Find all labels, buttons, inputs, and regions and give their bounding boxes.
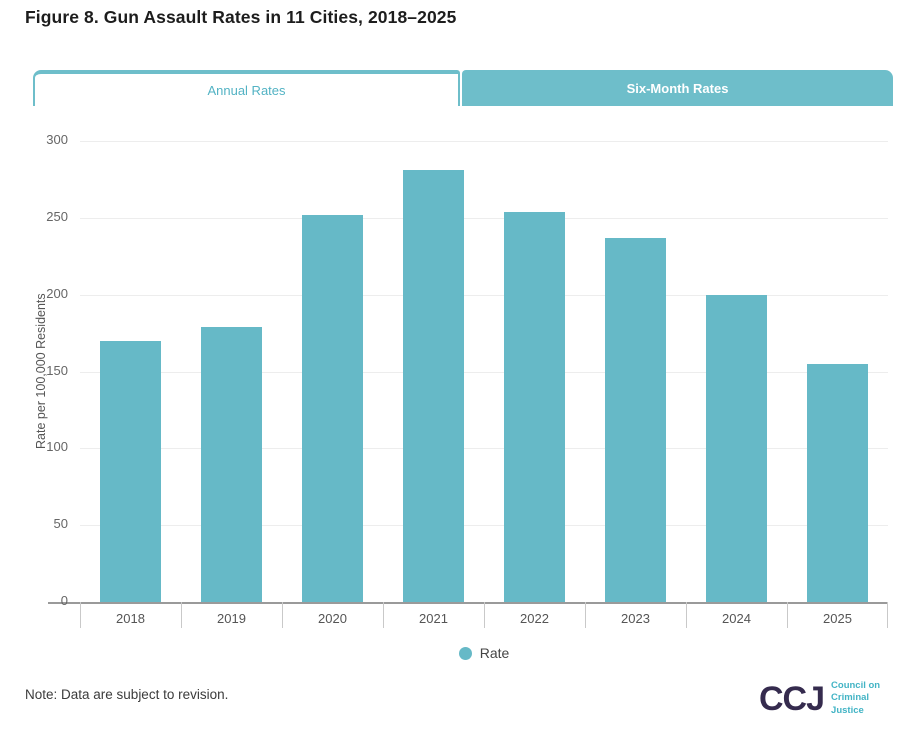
gridline-300 [80, 141, 888, 142]
ccj-logo-text-line1: Council on [831, 680, 881, 691]
ccj-logo-text: Council on Criminal Justice [831, 680, 880, 717]
y-tick-label-300: 300 [46, 132, 68, 147]
x-axis-label-2019: 2019 [217, 611, 246, 626]
bar-2025[interactable] [807, 363, 868, 602]
bar-2019[interactable] [201, 326, 262, 602]
bar-2023[interactable] [605, 237, 666, 602]
y-tick-label-0: 0 [60, 593, 68, 608]
ccj-logo-text-line3: Justice [831, 704, 864, 716]
gridline-250 [80, 217, 888, 219]
tab-annual-rates-label: Annual Rates [207, 82, 286, 98]
x-axis-tick [585, 602, 586, 628]
legend-item-rate[interactable]: Rate [80, 643, 888, 663]
x-axis-tick [282, 602, 283, 628]
x-axis-tick [484, 602, 485, 628]
bar-2024[interactable] [706, 294, 767, 602]
x-axis-label-2024: 2024 [722, 611, 751, 626]
tab-bar: Annual Rates Six-Month Rates [33, 70, 893, 106]
gridline-100 [80, 448, 888, 450]
x-axis-label-2022: 2022 [520, 611, 549, 626]
x-axis-tick [887, 602, 888, 628]
tab-annual-rates[interactable]: Annual Rates [33, 70, 460, 106]
x-axis-label-2021: 2021 [419, 611, 448, 626]
bar-2020[interactable] [302, 214, 363, 602]
x-axis-tick [383, 602, 384, 628]
x-axis-tick [686, 602, 687, 628]
x-axis-label-2025: 2025 [823, 611, 852, 626]
tab-six-month-rates-label: Six-Month Rates [626, 80, 729, 96]
x-axis-tick [787, 602, 788, 628]
x-axis-tick [80, 602, 81, 628]
gridline-50 [80, 525, 888, 527]
y-tick-label-200: 200 [46, 285, 68, 301]
y-tick-label-50: 50 [53, 516, 68, 532]
bar-2018[interactable] [100, 340, 161, 602]
gridline-200 [80, 294, 888, 296]
x-axis-label-2018: 2018 [116, 611, 145, 626]
figure-title: Figure 8. Gun Assault Rates in 11 Cities… [25, 7, 457, 27]
ccj-logo-acronym: CCJ [759, 679, 825, 718]
x-axis-label-2020: 2020 [318, 611, 347, 626]
bar-2022[interactable] [504, 211, 565, 602]
y-tick-label-100: 100 [46, 439, 68, 455]
ccj-logo: CCJ Council on Criminal Justice [759, 680, 880, 717]
x-axis-label-2023: 2023 [621, 611, 650, 626]
legend-marker-icon [458, 646, 472, 660]
ccj-logo-text-line2: Criminal [831, 692, 870, 704]
note-text: Note: Data are subject to revision. [25, 687, 229, 702]
bar-2021[interactable] [403, 170, 464, 602]
gridline-150 [80, 371, 888, 373]
y-tick-label-250: 250 [46, 208, 68, 224]
y-tick-label-150: 150 [46, 362, 68, 378]
legend-label: Rate [479, 645, 510, 661]
tab-six-month-rates[interactable]: Six-Month Rates [462, 70, 893, 106]
plot-area: 0 50 100 150 200 250 300 2018 2019 2020 2021 2022 20… [46, 132, 888, 628]
x-axis-tick [181, 602, 182, 628]
x-axis-line [48, 602, 888, 604]
